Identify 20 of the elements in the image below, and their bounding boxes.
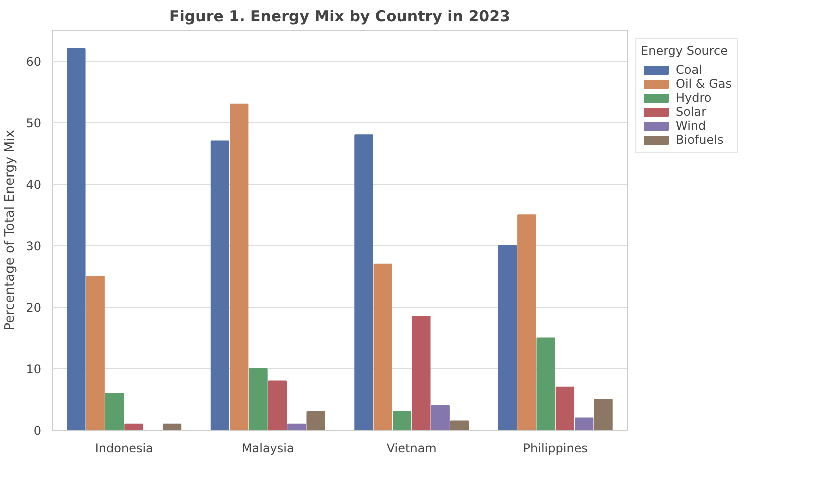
x-tick-label: Philippines bbox=[523, 442, 588, 456]
legend-label: Oil & Gas bbox=[676, 77, 732, 91]
y-tick-label: 60 bbox=[26, 54, 42, 69]
y-tick-label: 0 bbox=[34, 424, 42, 438]
legend-label: Biofuels bbox=[676, 133, 724, 147]
y-tick-label: 10 bbox=[26, 362, 42, 376]
legend-label: Solar bbox=[676, 105, 707, 119]
chart-title: Figure 1. Energy Mix by Country in 2023 bbox=[170, 8, 510, 26]
y-tick-label: 40 bbox=[26, 178, 42, 192]
x-tick-label: Indonesia bbox=[95, 442, 154, 456]
x-tick-label: Malaysia bbox=[242, 442, 294, 456]
y-tick-label: 20 bbox=[26, 300, 42, 315]
legend-label: Wind bbox=[676, 119, 706, 133]
x-tick-label: Vietnam bbox=[386, 442, 437, 456]
y-tick-label: 30 bbox=[26, 239, 42, 254]
y-tick-label: 50 bbox=[26, 116, 42, 130]
y-axis-title: Percentage of Total Energy Mix bbox=[3, 130, 18, 331]
legend-label: Hydro bbox=[676, 91, 712, 105]
legend-title: Energy Source bbox=[641, 44, 730, 58]
legend-label: Coal bbox=[676, 63, 702, 77]
